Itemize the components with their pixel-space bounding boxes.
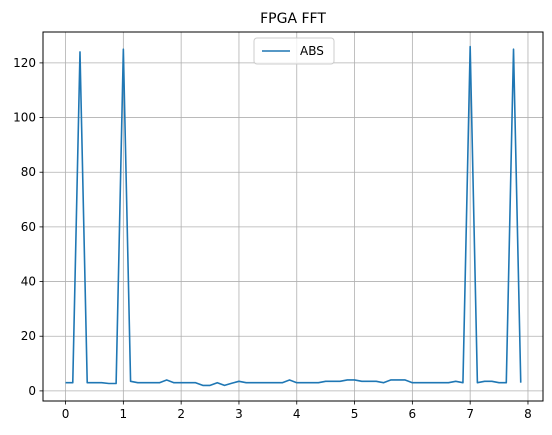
grid-lines (43, 32, 543, 401)
x-tick-label: 1 (120, 407, 128, 421)
y-tick-label: 40 (21, 275, 36, 289)
legend-box (253, 37, 335, 65)
y-tick-label: 120 (13, 56, 36, 70)
y-tick-label: 100 (13, 111, 36, 125)
x-tick-label: 3 (235, 407, 243, 421)
x-tick-label: 7 (466, 407, 474, 421)
legend-label-abs: ABS (300, 44, 324, 58)
x-tick-label: 0 (62, 407, 70, 421)
x-tick-label: 8 (524, 407, 532, 421)
x-tick-label: 2 (177, 407, 185, 421)
x-tick-label: 5 (351, 407, 359, 421)
x-tick-label: 4 (293, 407, 301, 421)
y-tick-label: 20 (21, 329, 36, 343)
y-tick-label: 0 (28, 384, 36, 398)
legend: ABS (253, 37, 335, 65)
x-tick-label: 6 (409, 407, 417, 421)
axes-frame (42, 31, 544, 402)
series-layer (65, 45, 522, 387)
y-tick-label: 80 (21, 165, 36, 179)
chart-title: FPGA FFT (260, 11, 326, 27)
series-line-abs (65, 45, 522, 387)
y-tick-label: 60 (21, 220, 36, 234)
